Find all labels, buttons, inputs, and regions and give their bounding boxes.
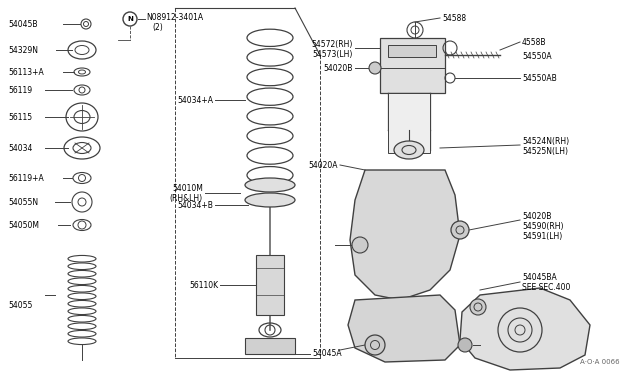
Text: 54055N: 54055N	[8, 198, 38, 206]
Text: 56115: 56115	[8, 112, 32, 122]
Bar	[245, 338, 295, 354]
Text: 56119: 56119	[8, 86, 32, 94]
Text: 4558B: 4558B	[522, 38, 547, 46]
Text: 54550A: 54550A	[522, 51, 552, 61]
Text: N08912-3401A: N08912-3401A	[146, 13, 203, 22]
Text: 54045BA: 54045BA	[522, 273, 557, 282]
Text: 54034+B: 54034+B	[177, 201, 213, 209]
Text: 54329N: 54329N	[8, 45, 38, 55]
Text: A·O·A 0066: A·O·A 0066	[580, 359, 620, 365]
Text: 54572(RH): 54572(RH)	[312, 39, 353, 48]
Text: 56113+A: 56113+A	[8, 67, 44, 77]
Text: 54055: 54055	[8, 301, 33, 310]
Text: 56119+A: 56119+A	[8, 173, 44, 183]
Text: (2): (2)	[152, 22, 163, 32]
Text: 54524N(RH): 54524N(RH)	[522, 137, 569, 145]
Circle shape	[352, 237, 368, 253]
Text: 54525N(LH): 54525N(LH)	[522, 147, 568, 155]
Circle shape	[369, 62, 381, 74]
Text: 54591(LH): 54591(LH)	[522, 231, 563, 241]
Bar	[388, 93, 430, 153]
Circle shape	[470, 299, 486, 315]
Text: N: N	[127, 16, 133, 22]
Ellipse shape	[245, 178, 295, 192]
Bar	[256, 255, 284, 315]
Polygon shape	[348, 295, 460, 362]
Polygon shape	[460, 288, 590, 370]
Text: 56110K: 56110K	[189, 280, 218, 289]
Ellipse shape	[245, 193, 295, 207]
Text: 54045A: 54045A	[312, 350, 342, 359]
Circle shape	[458, 338, 472, 352]
Text: 54020A: 54020A	[308, 160, 338, 170]
Text: 54020B: 54020B	[324, 64, 353, 73]
Text: (RH&LH): (RH&LH)	[170, 193, 203, 202]
Bar	[380, 38, 445, 93]
Text: 54050M: 54050M	[8, 221, 39, 230]
Text: 54590(RH): 54590(RH)	[522, 221, 563, 231]
Text: 54010M: 54010M	[172, 183, 203, 192]
Text: 54045B: 54045B	[8, 19, 38, 29]
Bar	[388, 45, 436, 57]
Circle shape	[451, 221, 469, 239]
Text: 54020B: 54020B	[522, 212, 552, 221]
Polygon shape	[350, 170, 460, 300]
Circle shape	[365, 335, 385, 355]
Text: 54550AB: 54550AB	[522, 74, 557, 83]
Text: 54573(LH): 54573(LH)	[312, 49, 353, 58]
Text: 54034: 54034	[8, 144, 33, 153]
Text: 54034+A: 54034+A	[177, 96, 213, 105]
Text: SEE SEC.400: SEE SEC.400	[522, 283, 570, 292]
Text: 54588: 54588	[442, 13, 466, 22]
Ellipse shape	[394, 141, 424, 159]
